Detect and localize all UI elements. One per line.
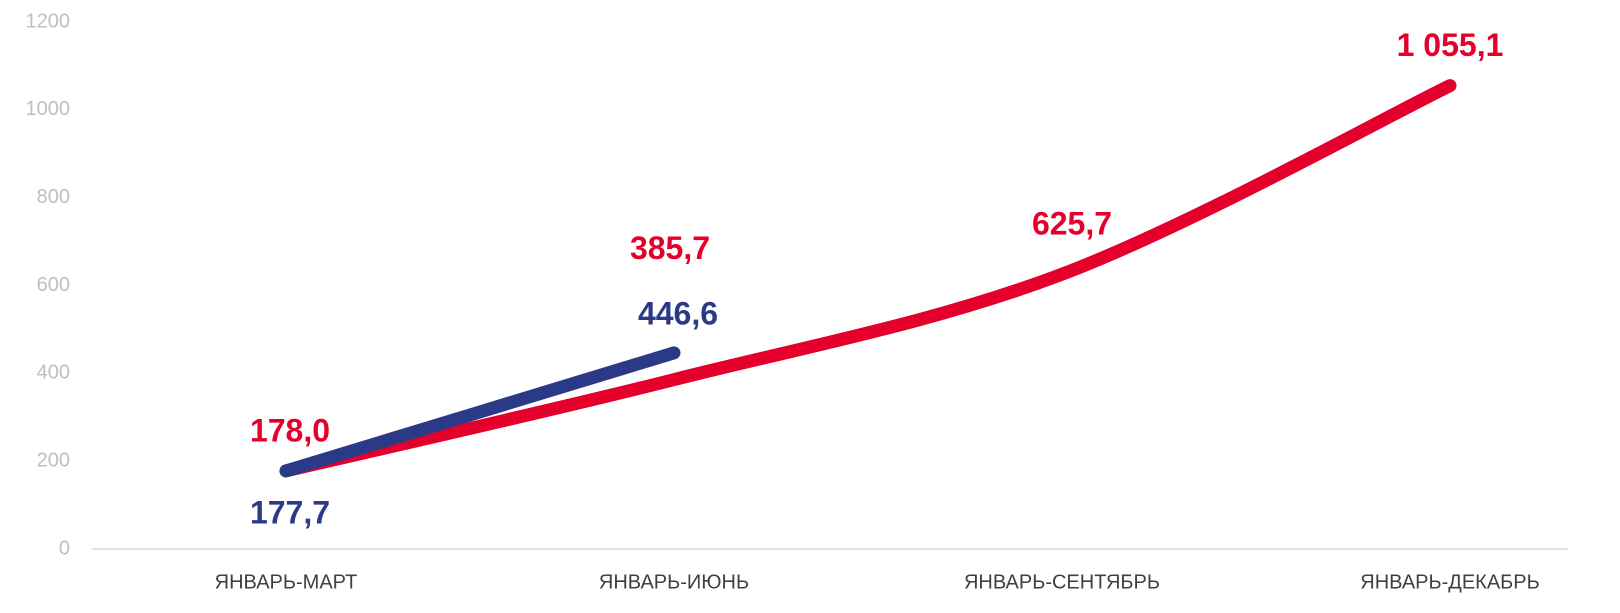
y-tick-label: 0 xyxy=(59,537,70,559)
x-tick-label: ЯНВАРЬ-ДЕКАБРЬ xyxy=(1360,571,1540,593)
y-tick-label: 1000 xyxy=(26,98,71,120)
y-tick-label: 400 xyxy=(37,362,70,384)
x-tick-label: ЯНВАРЬ-МАРТ xyxy=(215,571,358,593)
line-series xyxy=(279,346,681,478)
data-label: 1 055,1 xyxy=(1397,27,1504,63)
y-tick-label: 1200 xyxy=(26,10,71,32)
data-label: 178,0 xyxy=(250,412,330,448)
line-series xyxy=(279,79,1457,478)
x-tick-label: ЯНВАРЬ-СЕНТЯБРЬ xyxy=(964,571,1160,593)
y-tick-label: 800 xyxy=(37,186,70,208)
data-label: 625,7 xyxy=(1032,206,1112,242)
data-label: 446,6 xyxy=(638,295,718,331)
y-tick-label: 600 xyxy=(37,274,70,296)
x-tick-label: ЯНВАРЬ-ИЮНЬ xyxy=(599,571,749,593)
data-label: 385,7 xyxy=(630,230,710,266)
y-tick-label: 200 xyxy=(37,449,70,471)
data-label: 177,7 xyxy=(250,494,330,530)
